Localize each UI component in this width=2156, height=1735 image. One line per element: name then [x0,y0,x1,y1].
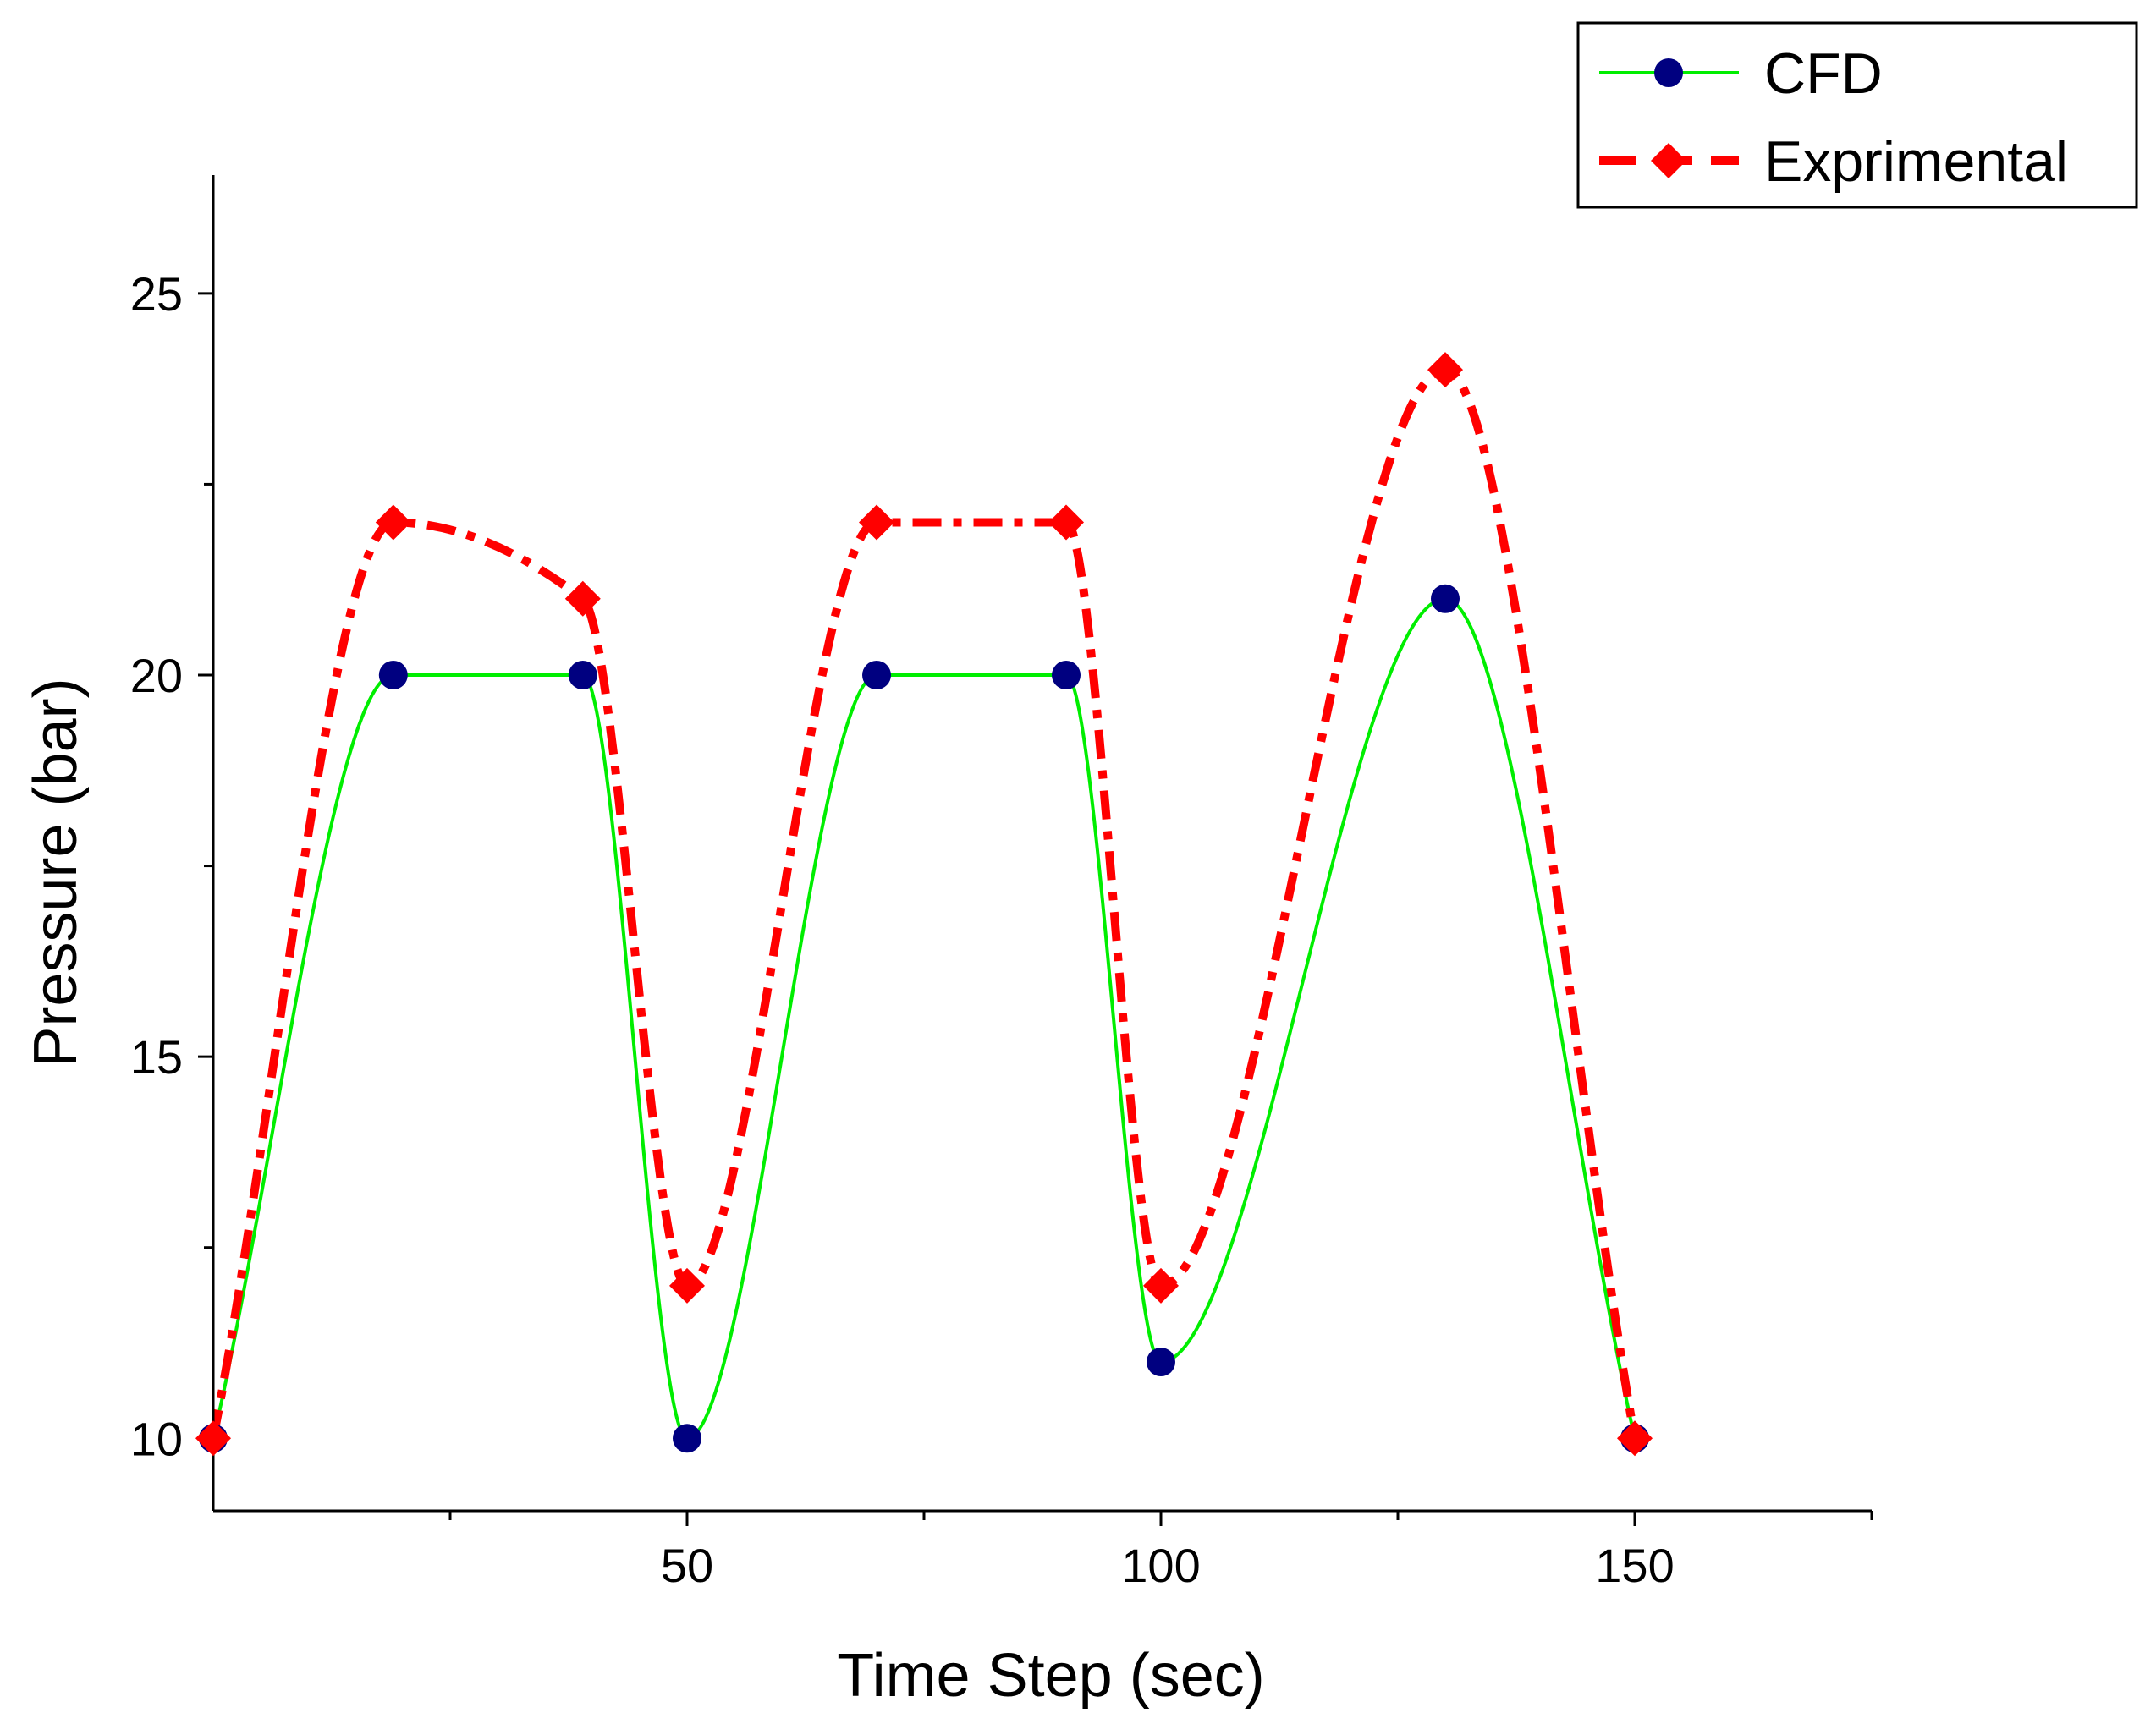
legend-label-exprimental: Exprimental [1764,129,2068,194]
data-point-cfd [673,1424,701,1453]
x-tick-label: 50 [661,1539,713,1592]
x-tick-label: 150 [1595,1539,1674,1592]
y-tick-label: 20 [130,649,183,702]
y-axis-title: Pressure (bar) [22,678,90,1067]
axis-labels: 50 100 150 10 15 20 25 Time Step (sec) Pressure … [22,267,1675,1710]
data-point-exprimental [859,504,894,541]
legend-label-cfd: CFD [1764,41,1883,106]
data-point-exprimental [375,504,411,541]
y-tick-label: 15 [130,1030,183,1084]
data-point-cfd [378,660,408,689]
legend-box [1576,21,2138,209]
legend-marker-exprimental [1651,143,1686,178]
data-point-cfd [1147,1348,1175,1377]
x-axis-title: Time Step (sec) [837,1642,1264,1710]
y-tick-label: 25 [130,267,183,321]
data-point-cfd [1052,660,1081,689]
data-point-exprimental [564,580,601,617]
data-point-cfd [1431,584,1460,613]
data-point-cfd [568,660,597,689]
x-tick-label: 100 [1121,1539,1200,1592]
legend: CFD Exprimental [1576,21,2138,209]
axes [198,175,1873,1526]
data-point-cfd [862,660,891,689]
data-point-exprimental [1143,1267,1179,1304]
data-point-exprimental [1427,352,1463,388]
series-line-exprimental [209,365,1639,1440]
data-point-exprimental [195,1420,231,1457]
data-point-exprimental [1617,1420,1653,1457]
markers-layer [195,352,1653,1457]
curves-layer [209,365,1639,1441]
legend-marker-cfd [1654,58,1683,87]
data-point-exprimental [1048,504,1084,541]
series-line-cfd [212,596,1636,1441]
data-point-exprimental [669,1267,705,1304]
y-tick-label: 10 [130,1412,183,1465]
